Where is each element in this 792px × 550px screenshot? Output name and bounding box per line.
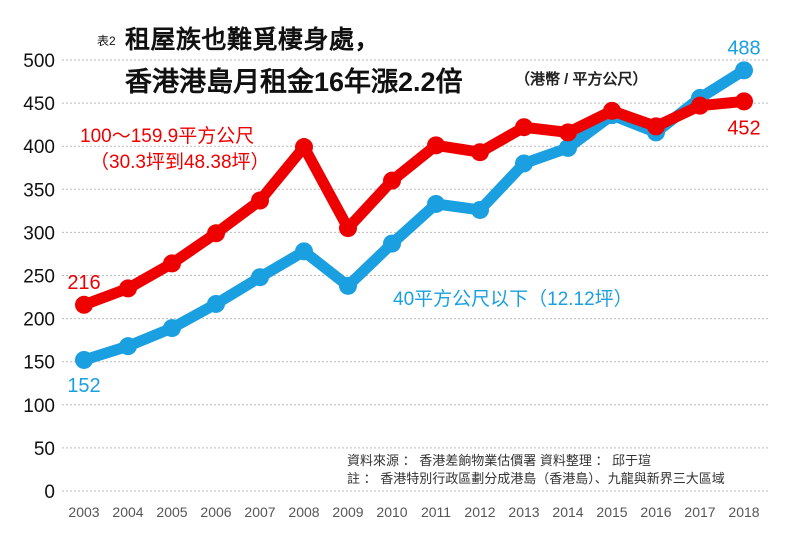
note-line: 註 ： 香港特別行政區劃分成港島（香港島）、九龍與新界三大區域 (347, 471, 725, 486)
data-point-0-2015 (603, 101, 621, 120)
x-tick-label: 2003 (68, 504, 99, 520)
series-line-0 (78, 95, 750, 311)
x-tick-label: 2012 (464, 504, 495, 520)
data-point-1-2010 (383, 234, 401, 253)
data-point-0-2006 (207, 224, 225, 243)
x-tick-label: 2007 (244, 504, 275, 520)
series-lines (75, 61, 753, 369)
y-tick-label: 0 (44, 482, 55, 503)
data-labels: 216 452 152 488 (67, 37, 760, 397)
legend-small-units: 40平方公尺以下（12.12坪） (393, 289, 633, 310)
y-axis-ticks: 0 50 100 150 200 250 300 350 400 450 500 (23, 51, 55, 503)
y-tick-label: 500 (23, 51, 55, 72)
data-point-1-2018 (735, 61, 753, 80)
y-tick-label: 400 (23, 137, 55, 158)
data-point-1-2013 (515, 154, 533, 173)
x-tick-label: 2017 (684, 504, 715, 520)
source-line: 資料來源 ： 香港差餉物業估價署 資料整理 ： 邱于瑄 (347, 453, 652, 468)
legend-large-units-subname: （30.3坪到48.38坪） (90, 152, 270, 173)
x-tick-label: 2005 (156, 504, 187, 520)
gridlines (62, 59, 770, 492)
data-point-0-2008 (295, 138, 313, 157)
source-notes: 資料來源 ： 香港差餉物業估價署 資料整理 ： 邱于瑄 註 ： 香港特別行政區劃… (347, 452, 725, 488)
y-tick-label: 200 (23, 310, 55, 331)
x-tick-label: 2010 (376, 504, 407, 520)
blue-end-label: 488 (727, 37, 760, 59)
data-point-1-2014 (559, 138, 577, 157)
y-tick-label: 300 (23, 223, 55, 244)
table-label: 表2 (97, 34, 116, 48)
data-point-1-2006 (207, 294, 225, 313)
y-tick-label: 350 (23, 180, 55, 201)
data-point-0-2005 (163, 254, 181, 273)
data-point-1-2003 (75, 350, 93, 369)
x-tick-label: 2013 (508, 504, 539, 520)
data-point-0-2016 (647, 117, 665, 136)
data-point-1-2007 (251, 268, 269, 287)
data-point-0-2004 (119, 279, 137, 298)
data-point-1-2008 (295, 242, 313, 261)
red-start-label: 216 (67, 272, 100, 294)
y-tick-label: 150 (23, 353, 55, 374)
x-tick-label: 2011 (421, 504, 451, 520)
x-tick-label: 2006 (200, 504, 231, 520)
chart-title-line2: 香港港島月租金16年漲2.2倍 (125, 67, 463, 97)
x-tick-label: 2009 (332, 504, 363, 520)
data-point-0-2010 (383, 171, 401, 190)
y-tick-label: 100 (23, 396, 55, 417)
x-axis-ticks: 2003 2004 2005 2006 2007 2008 2009 2010 2011 2012… (68, 504, 759, 520)
legend-large-units: 100～159.9平方公尺 （30.3坪到48.38坪） (80, 124, 270, 176)
blue-start-label: 152 (67, 375, 100, 397)
x-tick-label: 2018 (728, 504, 759, 520)
data-point-0-2014 (559, 123, 577, 142)
chart-title-line1: 租屋族也難覓棲身處， (125, 26, 381, 54)
series-line-1 (78, 64, 750, 366)
data-point-1-2012 (471, 200, 489, 219)
x-tick-label: 2014 (552, 504, 583, 520)
data-point-0-2011 (427, 136, 445, 155)
data-point-1-2009 (339, 276, 357, 295)
data-point-0-2018 (735, 92, 753, 111)
data-point-0-2013 (515, 118, 533, 137)
data-point-1-2004 (119, 337, 137, 356)
x-tick-label: 2016 (640, 504, 671, 520)
y-tick-label: 50 (34, 439, 55, 460)
unit-label: （港幣 / 平方公尺） (515, 71, 648, 88)
legend-large-units-name: 100～159.9平方公尺 (80, 126, 255, 147)
data-point-0-2003 (75, 295, 93, 314)
data-point-0-2009 (339, 219, 357, 238)
x-tick-label: 2008 (288, 504, 319, 520)
x-tick-label: 2004 (112, 504, 143, 520)
data-point-0-2012 (471, 143, 489, 162)
x-tick-label: 2015 (596, 504, 627, 520)
y-tick-label: 450 (23, 94, 55, 115)
red-end-label: 452 (727, 117, 760, 139)
data-point-1-2011 (427, 194, 445, 213)
data-point-0-2007 (251, 191, 269, 210)
y-tick-label: 250 (23, 267, 55, 288)
data-point-0-2017 (691, 96, 709, 115)
data-point-1-2005 (163, 319, 181, 338)
